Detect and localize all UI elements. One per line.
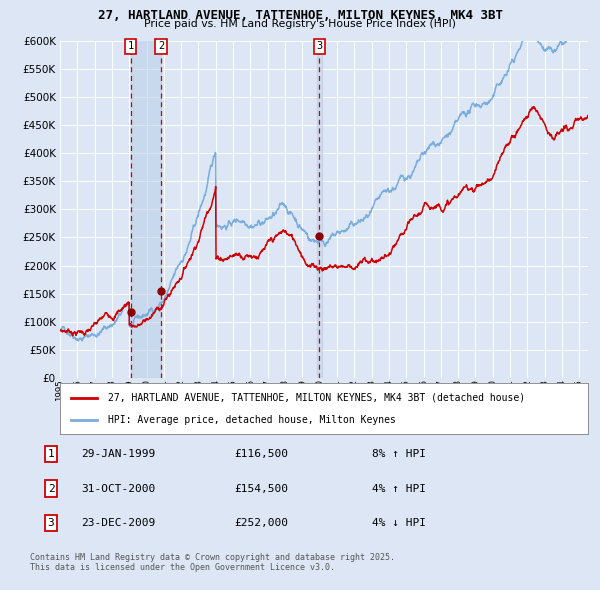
Text: 29-JAN-1999: 29-JAN-1999 (81, 450, 155, 459)
Text: 3: 3 (316, 41, 322, 51)
Text: £154,500: £154,500 (234, 484, 288, 493)
Text: 4% ↓ HPI: 4% ↓ HPI (372, 518, 426, 527)
Text: HPI: Average price, detached house, Milton Keynes: HPI: Average price, detached house, Milt… (107, 415, 395, 425)
Text: 2: 2 (47, 484, 55, 493)
Text: 3: 3 (47, 518, 55, 527)
Text: £116,500: £116,500 (234, 450, 288, 459)
Text: 27, HARTLAND AVENUE, TATTENHOE, MILTON KEYNES, MK4 3BT: 27, HARTLAND AVENUE, TATTENHOE, MILTON K… (97, 9, 503, 22)
Text: 8% ↑ HPI: 8% ↑ HPI (372, 450, 426, 459)
Text: 1: 1 (128, 41, 134, 51)
Text: 1: 1 (47, 450, 55, 459)
Text: This data is licensed under the Open Government Licence v3.0.: This data is licensed under the Open Gov… (30, 563, 335, 572)
Text: 4% ↑ HPI: 4% ↑ HPI (372, 484, 426, 493)
Text: 23-DEC-2009: 23-DEC-2009 (81, 518, 155, 527)
Text: 27, HARTLAND AVENUE, TATTENHOE, MILTON KEYNES, MK4 3BT (detached house): 27, HARTLAND AVENUE, TATTENHOE, MILTON K… (107, 392, 524, 402)
Text: Price paid vs. HM Land Registry's House Price Index (HPI): Price paid vs. HM Land Registry's House … (144, 19, 456, 30)
Text: £252,000: £252,000 (234, 518, 288, 527)
Text: 31-OCT-2000: 31-OCT-2000 (81, 484, 155, 493)
Bar (317, 41, 322, 378)
Text: 2: 2 (158, 41, 164, 51)
Bar (131, 41, 161, 378)
Text: Contains HM Land Registry data © Crown copyright and database right 2025.: Contains HM Land Registry data © Crown c… (30, 553, 395, 562)
